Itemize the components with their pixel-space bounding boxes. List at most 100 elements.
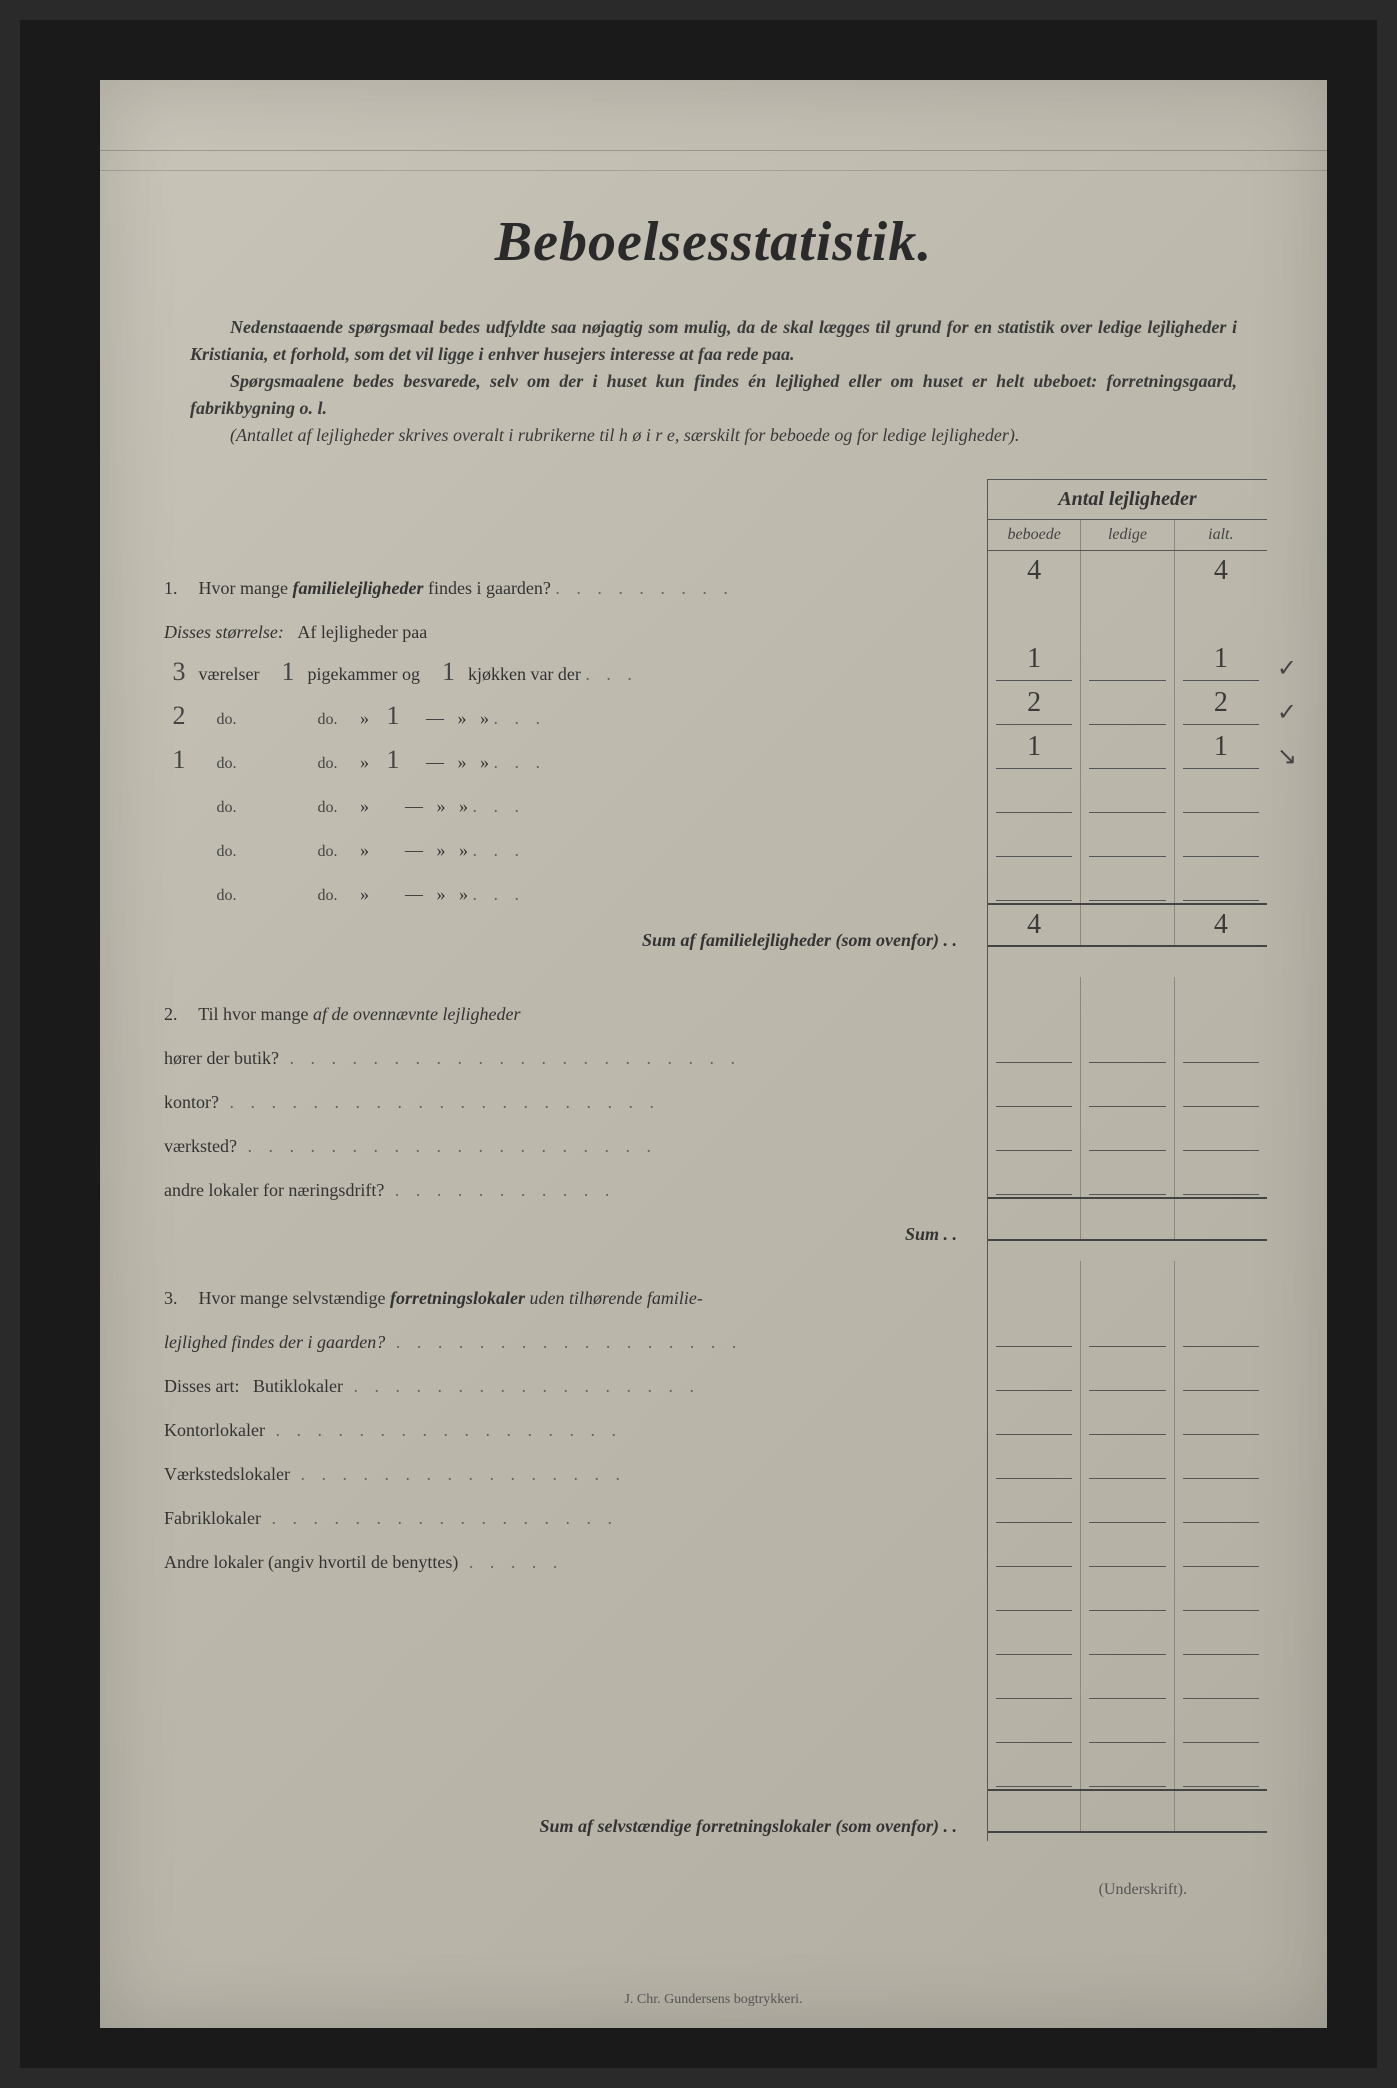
q2-sum-label: Sum . . xyxy=(160,1216,977,1249)
q2-sum-row: Sum . . xyxy=(160,1205,977,1249)
lbl-do-1a: do. xyxy=(217,711,237,728)
q1-size-row-2: 1 do. do. » 1 — » » . . . xyxy=(160,735,977,779)
q3-blank-2 xyxy=(160,1665,977,1709)
questions-column: 1. Hvor mange familielejligheder findes … xyxy=(160,479,987,1841)
q3-sum-row: Sum af selvstændige forretningslokaler (… xyxy=(160,1797,977,1841)
dots: . . . . . . . . . xyxy=(555,578,734,598)
subh-0: beboede xyxy=(988,520,1081,550)
intro-p3: (Antallet af lejligheder skrives overalt… xyxy=(190,422,1237,449)
q3-blank-1 xyxy=(160,1621,977,1665)
r1-c2: 2 xyxy=(1175,683,1267,727)
hw-kjok-0: 1 xyxy=(433,657,463,687)
r0-c0: 1 xyxy=(988,639,1081,683)
af-lej: Af lejligheder paa xyxy=(297,622,427,642)
q3-disses-lbl: Disses art: xyxy=(164,1376,240,1396)
r0-c1 xyxy=(1081,639,1174,683)
q3-text-d: lejlighed findes der i gaarden? xyxy=(164,1332,385,1352)
hw-vaer-2: 1 xyxy=(164,745,194,775)
lbl-do-3a: do. xyxy=(217,799,237,816)
q1-sum-label: Sum af familielejligheder (som ovenfor) … xyxy=(160,922,977,955)
q1-c1 xyxy=(1081,551,1174,595)
lbl-do-4a: do. xyxy=(217,843,237,860)
q3-line-3: Fabriklokaler . . . . . . . . . . . . . … xyxy=(160,1489,977,1533)
q2-l2: værksted? xyxy=(164,1136,237,1156)
lbl-do-2b: do. xyxy=(318,755,338,772)
q3-sum-label: Sum af selvstændige forretningslokaler (… xyxy=(160,1808,977,1841)
page-title: Beboelsesstatistik. xyxy=(160,210,1267,274)
disses-label: Disses størrelse: xyxy=(164,622,284,642)
q2-l3: andre lokaler for næringsdrift? xyxy=(164,1180,384,1200)
q3-blank-0 xyxy=(160,1577,977,1621)
lbl-do-2a: do. xyxy=(217,755,237,772)
lbl-pig-0: pigekammer og xyxy=(307,664,419,684)
q3-line-1: Kontorlokaler . . . . . . . . . . . . . … xyxy=(160,1401,977,1445)
hw-kjok-2: 1 xyxy=(378,745,408,775)
col-header: Antal lejligheder xyxy=(988,479,1267,520)
check-2: ↘ xyxy=(1277,742,1297,771)
q1-size-row-5: do. do. » — » » . . . xyxy=(160,867,977,911)
q1-text-c: findes i gaarden? xyxy=(423,578,550,598)
q2-l1: kontor? xyxy=(164,1092,219,1112)
hw-vaer-0: 3 xyxy=(164,657,194,687)
r1-c1 xyxy=(1081,683,1174,727)
q3-text-b: forretningslokaler xyxy=(390,1288,525,1308)
q3-line-2: Værkstedslokaler . . . . . . . . . . . .… xyxy=(160,1445,977,1489)
q3-disses: Disses art: Butiklokaler . . . . . . . .… xyxy=(160,1357,977,1401)
r2-c2: 1 xyxy=(1175,727,1267,771)
intro-block: Nedenstaaende spørgsmaal bedes udfyldte … xyxy=(190,314,1237,449)
r2-c1 xyxy=(1081,727,1174,771)
q1-size-row-1: 2 do. do. » 1 — » » . . . xyxy=(160,691,977,735)
r1-c0: 2 xyxy=(988,683,1081,727)
q1-c2: 4 xyxy=(1175,551,1267,595)
q3-l3: Fabriklokaler xyxy=(164,1508,261,1528)
q2-l0: hører der butik? xyxy=(164,1048,279,1068)
q1-sum-c1 xyxy=(1081,905,1174,945)
values-column: Antal lejligheder beboede ledige ialt. 4… xyxy=(987,479,1267,1841)
q3-num: 3. xyxy=(164,1288,194,1309)
hw-pig-0: 1 xyxy=(273,657,303,687)
lbl-do-5a: do. xyxy=(217,887,237,904)
r2-c0: 1 xyxy=(988,727,1081,771)
lbl-do-3b: do. xyxy=(318,799,338,816)
q1-c0: 4 xyxy=(988,551,1081,595)
check-1: ✓ xyxy=(1277,698,1297,727)
scan-frame: Beboelsesstatistik. Nedenstaaende spørgs… xyxy=(20,20,1377,2068)
q3-l0: Butiklokaler xyxy=(253,1376,343,1396)
q2-text: Til hvor mange af de ovennævnte lejlighe… xyxy=(198,1004,520,1024)
q3-row-a: 3. Hvor mange selvstændige forretningslo… xyxy=(160,1269,977,1313)
q1-disses: Disses størrelse: Af lejligheder paa xyxy=(160,603,977,647)
q3-text-a: Hvor mange selvstændige xyxy=(199,1288,390,1308)
lbl-do-1b: do. xyxy=(318,711,338,728)
intro-p2: Spørgsmaalene bedes besvarede, selv om d… xyxy=(190,368,1237,422)
q1-text-b: familielejligheder xyxy=(292,578,423,598)
q2-line-2: værksted? . . . . . . . . . . . . . . . … xyxy=(160,1117,977,1161)
q1-num: 1. xyxy=(164,578,194,599)
q1-size-row-4: do. do. » — » » . . . xyxy=(160,823,977,867)
check-0: ✓ xyxy=(1277,654,1297,683)
q2-num: 2. xyxy=(164,1004,194,1025)
q2-line-1: kontor? . . . . . . . . . . . . . . . . … xyxy=(160,1073,977,1117)
sub-headers: beboede ledige ialt. xyxy=(988,520,1267,551)
hw-kjok-1: 1 xyxy=(378,701,408,731)
hw-vaer-1: 2 xyxy=(164,701,194,731)
form-grid: 1. Hvor mange familielejligheder findes … xyxy=(160,479,1267,1841)
q3-text-c: uden tilhørende familie- xyxy=(525,1288,703,1308)
q2-line-3: andre lokaler for næringsdrift? . . . . … xyxy=(160,1161,977,1205)
q1-row: 1. Hvor mange familielejligheder findes … xyxy=(160,559,977,603)
lbl-do-4b: do. xyxy=(318,843,338,860)
q3-l2: Værkstedslokaler xyxy=(164,1464,290,1484)
printer-credit: J. Chr. Gundersens bogtrykkeri. xyxy=(100,1992,1327,2008)
q1-sum-row: Sum af familielejligheder (som ovenfor) … xyxy=(160,911,977,955)
q3-blank-3 xyxy=(160,1709,977,1753)
q3-l4: Andre lokaler (angiv hvortil de benyttes… xyxy=(164,1552,458,1572)
r0-c2: 1 xyxy=(1175,639,1267,683)
q1-size-row-3: do. do. » — » » . . . xyxy=(160,779,977,823)
q3-l1: Kontorlokaler xyxy=(164,1420,265,1440)
lbl-do-5b: do. xyxy=(318,887,338,904)
q3-blank-4 xyxy=(160,1753,977,1797)
q1-size-row-0: 3 værelser 1 pigekammer og 1 kjøkken var… xyxy=(160,647,977,691)
lbl-vaer-0: værelser xyxy=(199,664,260,684)
q3-line-4: Andre lokaler (angiv hvortil de benyttes… xyxy=(160,1533,977,1577)
document-page: Beboelsesstatistik. Nedenstaaende spørgs… xyxy=(100,80,1327,2028)
q1-text-a: Hvor mange xyxy=(199,578,293,598)
